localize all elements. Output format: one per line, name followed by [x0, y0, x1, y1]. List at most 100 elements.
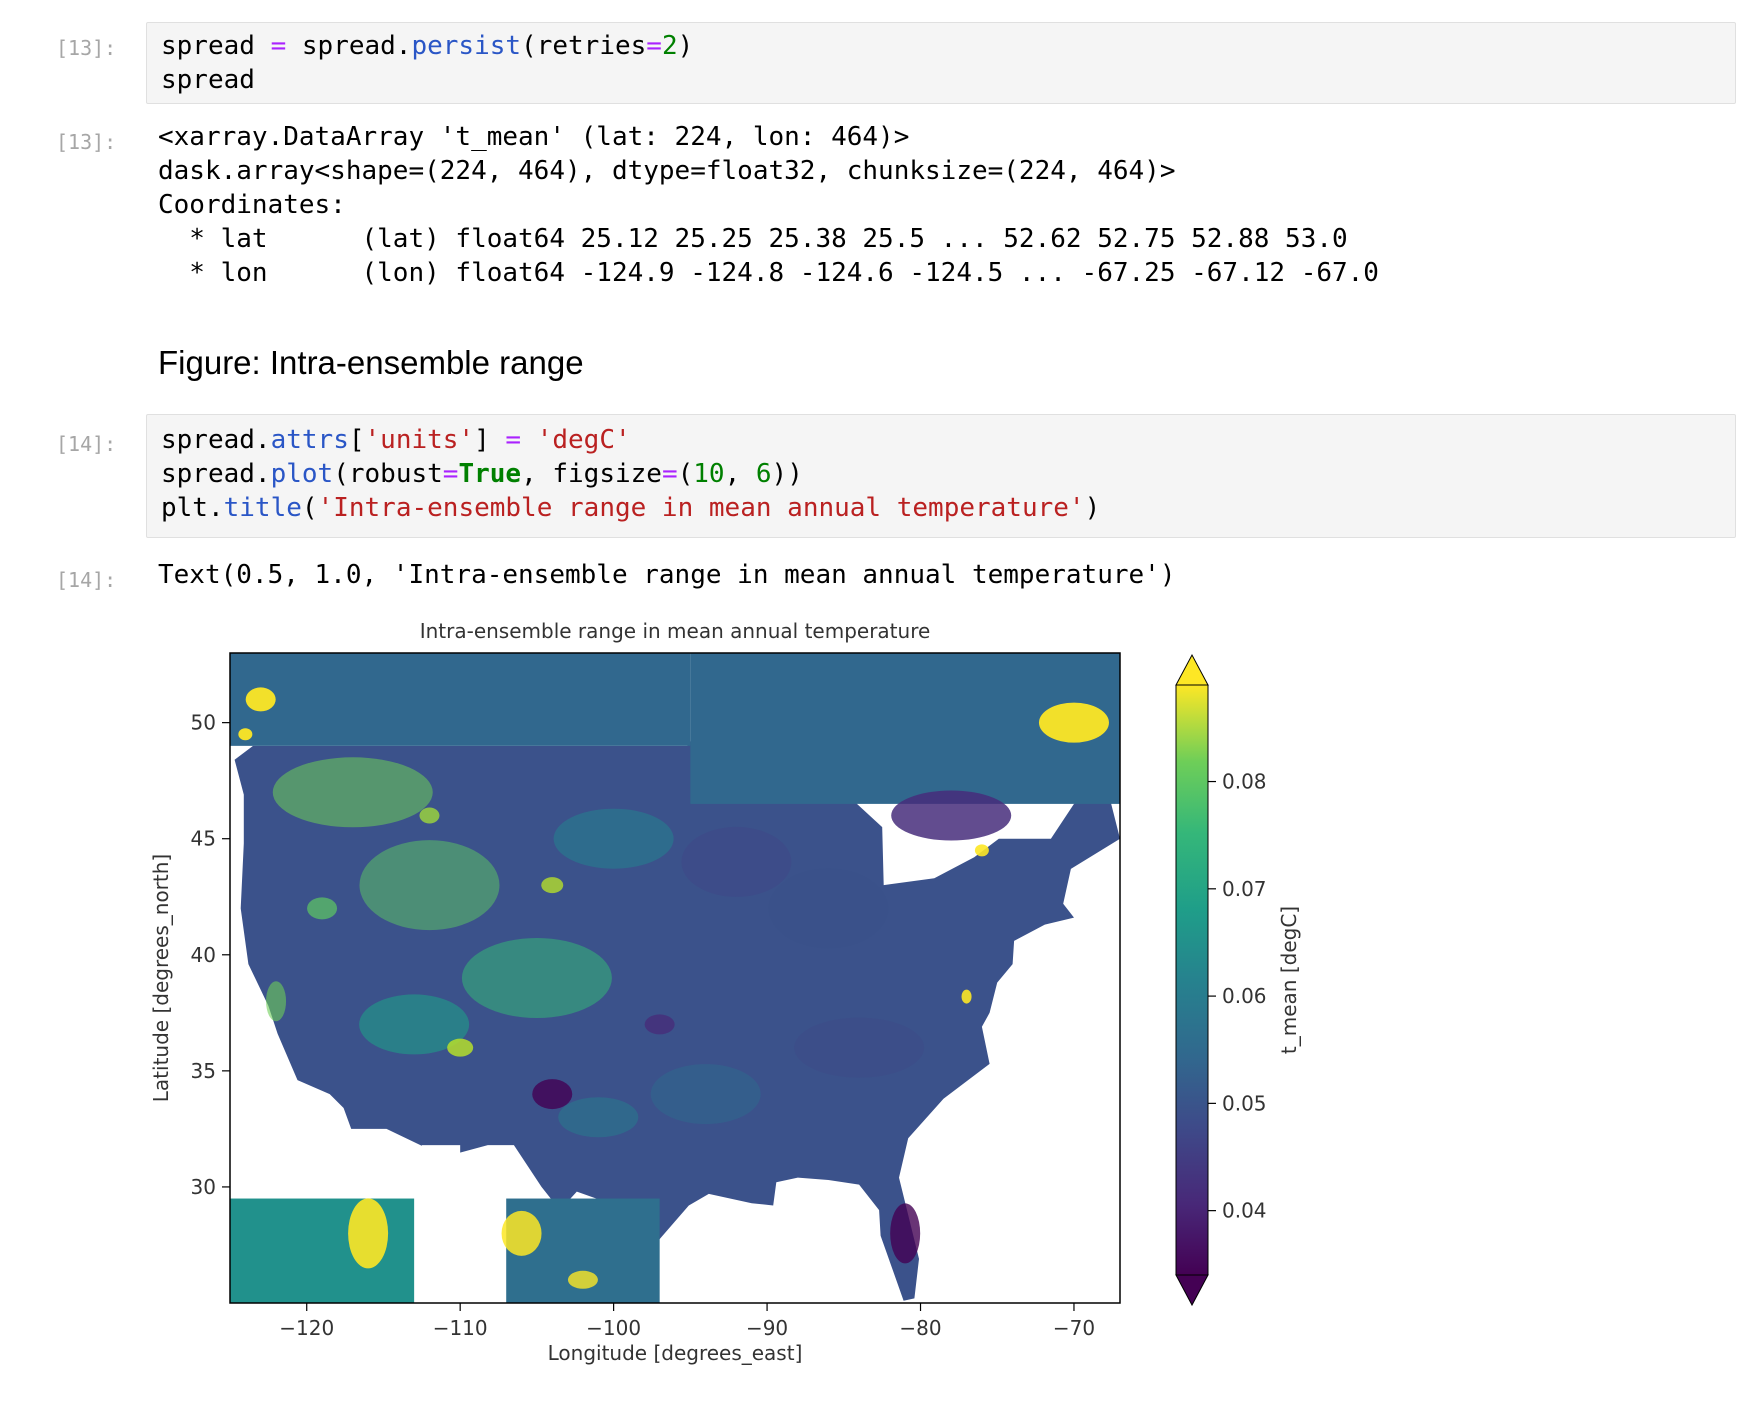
x-tick-label: −90 [746, 1316, 788, 1340]
heatmap-region [419, 807, 440, 824]
gulf-of-mexico [782, 1219, 860, 1303]
code-line: spread.attrs['units'] = 'degC' [161, 423, 631, 457]
heatmap-region [553, 808, 674, 869]
code-token: 10 [693, 459, 725, 489]
colorbar-gradient [1175, 684, 1209, 1276]
code-token: , figsize [521, 459, 662, 489]
heatmap-region [890, 1203, 921, 1264]
heatmap-region [359, 840, 500, 931]
code-token: spread. [161, 459, 271, 489]
heatmap-region [891, 790, 1012, 841]
y-tick-label: 45 [191, 827, 216, 851]
heatmap-region [245, 687, 276, 712]
code-line: plt.title('Intra-ensemble range in mean … [161, 491, 1100, 525]
code-line: spread = spread.persist(retries=2) [161, 29, 693, 63]
heatmap-region [961, 989, 972, 1004]
colorbar-tick-label: 0.04 [1222, 1199, 1267, 1223]
output-line: Coordinates: [158, 190, 346, 220]
code-token: title [223, 493, 302, 523]
heatmap-region [266, 981, 287, 1022]
markdown-heading: Figure: Intra-ensemble range [158, 344, 584, 381]
canada-region [230, 653, 691, 746]
heatmap-region [238, 728, 253, 741]
code-token: , [724, 459, 756, 489]
heatmap-region [558, 1097, 639, 1138]
heatmap-region [650, 1064, 761, 1125]
heatmap-region [532, 1079, 573, 1110]
colorbar-label: t_mean [degC] [1277, 906, 1301, 1054]
colorbar: 0.04 0.05 0.06 0.07 0.08 t_mean [degC] [1175, 653, 1301, 1307]
colorbar-extend-top [1175, 653, 1209, 686]
out-prompt-14: [14]: [56, 568, 117, 592]
code-token: ( [677, 459, 694, 489]
code-token: = [505, 425, 522, 455]
heatmap-region [307, 897, 338, 920]
heatmap-figure: Intra-ensemble range in mean annual temp… [149, 619, 1301, 1365]
x-tick-label: −80 [899, 1316, 941, 1340]
code-token: True [458, 459, 522, 489]
code-token: ) [1084, 493, 1101, 523]
heatmap-region [567, 1270, 598, 1289]
x-tick-label: −70 [1053, 1316, 1095, 1340]
x-tick-label: −120 [279, 1316, 334, 1340]
code-cell-13[interactable]: spread = spread.persist(retries=2) sprea… [146, 22, 1736, 104]
heatmap-region [541, 877, 564, 894]
y-tick-label: 35 [191, 1059, 216, 1083]
code-line: spread [161, 63, 255, 97]
gulf-of-california [421, 1145, 461, 1303]
output-line: * lat (lat) float64 25.12 25.25 25.38 25… [158, 224, 1348, 254]
plot-frame [229, 652, 1121, 1304]
y-tick-label: 40 [191, 943, 216, 967]
code-token: spread. [286, 31, 412, 61]
code-token: plot [270, 459, 334, 489]
colorbar-tick-label: 0.07 [1222, 877, 1267, 901]
code-token: 'degC' [536, 425, 631, 455]
heatmap-region [348, 1198, 389, 1269]
code-token: = [442, 459, 459, 489]
code-token: = [661, 459, 678, 489]
heatmap-map [230, 653, 1120, 1303]
out-prompt-13: [13]: [56, 130, 117, 154]
code-token: attrs [270, 425, 349, 455]
x-tick-label: −110 [433, 1316, 488, 1340]
chart-title: Intra-ensemble range in mean annual temp… [420, 619, 931, 643]
x-axis-label: Longitude [degrees_east] [548, 1341, 803, 1365]
code-token: ) [677, 31, 694, 61]
heatmap-region [461, 938, 612, 1018]
heatmap-region [1038, 702, 1109, 743]
colorbar-extend-bottom [1175, 1274, 1209, 1307]
code-token: = [646, 31, 662, 61]
y-tick-label: 30 [191, 1175, 216, 1199]
code-token: persist [411, 31, 522, 61]
code-token: )) [771, 459, 803, 489]
output-line: <xarray.DataArray 't_mean' (lat: 224, lo… [158, 122, 910, 152]
code-token: spread [161, 31, 271, 61]
code-token: ] [474, 425, 506, 455]
code-token: plt. [161, 493, 224, 523]
code-token: 'Intra-ensemble range in mean annual tem… [317, 493, 1085, 523]
code-token: (robust [333, 459, 443, 489]
y-axis-label: Latitude [degrees_north] [149, 854, 173, 1102]
heatmap-region [447, 1038, 474, 1057]
x-tick-label: −100 [586, 1316, 641, 1340]
code-token [521, 425, 537, 455]
in-prompt-14: [14]: [56, 432, 117, 456]
y-tick-label: 50 [191, 711, 216, 735]
code-token: spread. [161, 425, 271, 455]
colorbar-tick-label: 0.05 [1222, 1091, 1267, 1115]
heatmap-region [681, 826, 792, 897]
code-token: 2 [661, 31, 678, 61]
heatmap-region [272, 757, 433, 828]
code-token: spread [161, 65, 255, 95]
output-line: * lon (lon) float64 -124.9 -124.8 -124.6… [158, 258, 1379, 288]
output-line: dask.array<shape=(224, 464), dtype=float… [158, 156, 1176, 186]
code-token: = [270, 31, 287, 61]
code-cell-14[interactable]: spread.attrs['units'] = 'degC' spread.pl… [146, 414, 1736, 538]
code-line: spread.plot(robust=True, figsize=(10, 6)… [161, 457, 803, 491]
code-token: (retries [521, 31, 647, 61]
heatmap-region [768, 868, 889, 949]
y-axis: 30 35 40 45 50 [191, 711, 230, 1199]
code-token: 'units' [364, 425, 475, 455]
x-axis: −120 −110 −100 −90 −80 −70 [279, 1303, 1095, 1340]
heatmap-region [501, 1210, 542, 1256]
